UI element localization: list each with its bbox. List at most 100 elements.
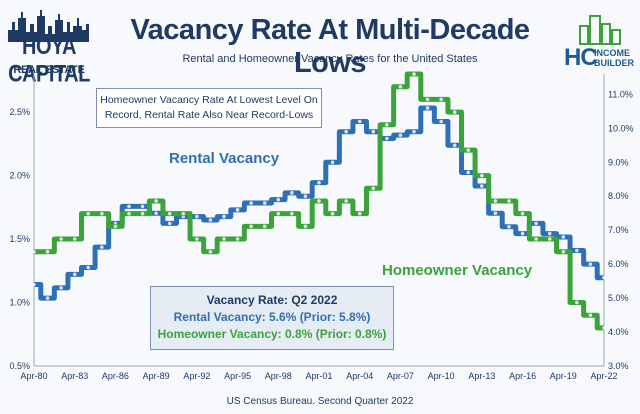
rental-vacancy-point — [534, 221, 538, 226]
rental-vacancy-point — [493, 211, 498, 216]
homeowner-vacancy-point — [480, 173, 484, 178]
rental-vacancy-line — [34, 105, 604, 301]
rental-vacancy-point — [507, 224, 511, 229]
homeowner-vacancy-point — [140, 211, 145, 216]
rental-vacancy-point — [290, 191, 294, 195]
chart-series — [32, 71, 606, 331]
homeowner-vacancy-point — [357, 211, 362, 216]
homeowner-vacancy-point — [507, 199, 511, 203]
homeowner-vacancy-point — [398, 84, 403, 89]
homeowner-vacancy-point — [425, 97, 430, 102]
rental-vacancy-point — [398, 133, 403, 137]
x-tick-label: Apr-80 — [20, 371, 47, 381]
homeowner-vacancy-point — [439, 97, 443, 102]
rental-vacancy-point — [452, 143, 457, 148]
info-box: Vacancy Rate: Q2 2022 Rental Vacancy: 5.… — [150, 286, 394, 350]
right-tick-label: 4.0% — [608, 327, 629, 337]
homeowner-vacancy-point — [602, 326, 606, 330]
rental-vacancy-point — [385, 136, 389, 141]
rental-vacancy-point — [357, 119, 362, 124]
building-icon — [579, 15, 621, 45]
homeowner-vacancy-point — [561, 249, 566, 254]
right-tick-label: 8.0% — [608, 191, 629, 201]
source-note: US Census Bureau. Second Quarter 2022 — [226, 396, 414, 407]
rental-vacancy-point — [235, 208, 240, 212]
hoya-capital-logo: HOYA CAPITAL REAL ESTATE — [6, 8, 92, 87]
homeowner-vacancy-point — [385, 122, 389, 127]
homeowner-vacancy-point — [412, 72, 416, 76]
rental-vacancy-point — [303, 194, 308, 199]
logo-mark: HC — [564, 44, 598, 71]
x-tick-label: Apr-07 — [387, 371, 414, 381]
left-tick-label: 2.5% — [9, 107, 30, 117]
rental-vacancy-point — [344, 129, 348, 134]
x-tick-label: Apr-16 — [509, 371, 536, 381]
info-rental: Rental Vacancy: 5.6% (Prior: 5.8%) — [173, 310, 371, 324]
chart-subtitle: Rental and Homeowner Vacancy Rates for t… — [182, 53, 478, 65]
left-tick-label: 1.0% — [9, 298, 30, 308]
rental-series-label: Rental Vacancy — [169, 150, 280, 167]
rental-vacancy-point — [425, 106, 430, 110]
rental-vacancy-point — [439, 119, 443, 124]
rental-vacancy-point — [276, 197, 281, 202]
homeowner-vacancy-point — [276, 211, 281, 216]
x-tick-label: Apr-19 — [550, 371, 577, 381]
rental-vacancy-point — [100, 245, 104, 249]
homeowner-vacancy-point — [45, 249, 50, 254]
homeowner-vacancy-point — [208, 249, 213, 254]
x-tick-label: Apr-01 — [305, 371, 332, 381]
logo-text: INCOME BUILDER — [594, 48, 634, 68]
homeowner-vacancy-point — [262, 224, 267, 229]
x-tick-label: Apr-92 — [183, 371, 210, 381]
rental-vacancy-point — [32, 282, 36, 287]
x-tick-label: Apr-13 — [468, 371, 495, 381]
homeowner-vacancy-point — [127, 211, 131, 216]
homeowner-vacancy-point — [290, 211, 294, 216]
callout-line-2: Record, Rental Rate Also Near Record-Low… — [104, 109, 314, 121]
rental-vacancy-point — [45, 296, 50, 300]
homeowner-vacancy-point — [371, 186, 376, 191]
homeowner-vacancy-point — [181, 211, 186, 216]
x-tick-label: Apr-86 — [102, 371, 129, 381]
homeowner-vacancy-point — [466, 148, 471, 152]
rental-vacancy-point — [222, 214, 226, 219]
homeowner-vacancy-point — [575, 300, 579, 305]
rental-vacancy-point — [466, 170, 471, 175]
rental-vacancy-point — [412, 129, 416, 134]
homeowner-series-label: Homeowner Vacancy — [382, 262, 533, 279]
homeowner-vacancy-point — [249, 224, 253, 229]
homeowner-vacancy-point — [100, 211, 104, 216]
rental-vacancy-point — [262, 201, 267, 205]
rental-vacancy-point — [127, 204, 131, 209]
homeowner-vacancy-point — [222, 237, 226, 241]
homeowner-vacancy-point — [32, 249, 36, 254]
skyline-icon — [8, 10, 89, 42]
right-tick-label: 10.0% — [608, 123, 634, 133]
right-tick-label: 9.0% — [608, 157, 629, 167]
rental-vacancy-point — [588, 262, 593, 266]
logo-name: HOYA CAPITAL — [8, 33, 90, 88]
rental-vacancy-point — [371, 129, 376, 134]
x-tick-label: Apr-98 — [265, 371, 292, 381]
right-tick-label: 11.0% — [608, 89, 633, 99]
homeowner-vacancy-point — [154, 199, 158, 203]
x-tick-label: Apr-95 — [224, 371, 251, 381]
homeowner-vacancy-point — [235, 237, 240, 241]
chart-ticks: 0.5% 1.0% 1.5% 2.0% 2.5% 3.0% 4.0% 5.0% 6.0% 7.0%… — [9, 89, 633, 381]
homeowner-vacancy-point — [167, 211, 172, 216]
right-tick-label: 6.0% — [608, 259, 629, 269]
x-tick-label: Apr-83 — [61, 371, 88, 381]
homeowner-vacancy-point — [195, 237, 199, 241]
rental-vacancy-point — [330, 160, 335, 165]
x-tick-label: Apr-10 — [428, 371, 455, 381]
rental-vacancy-point — [249, 201, 253, 205]
homeowner-vacancy-point — [452, 110, 457, 114]
callout-line-1: Homeowner Vacancy Rate At Lowest Level O… — [100, 94, 318, 106]
left-tick-label: 0.5% — [9, 361, 30, 371]
income-builder-logo: HC INCOME BUILDER — [560, 10, 636, 80]
homeowner-vacancy-point — [520, 211, 525, 216]
rental-vacancy-point — [140, 204, 145, 209]
homeowner-vacancy-point — [534, 237, 538, 241]
homeowner-vacancy-point — [547, 237, 552, 241]
